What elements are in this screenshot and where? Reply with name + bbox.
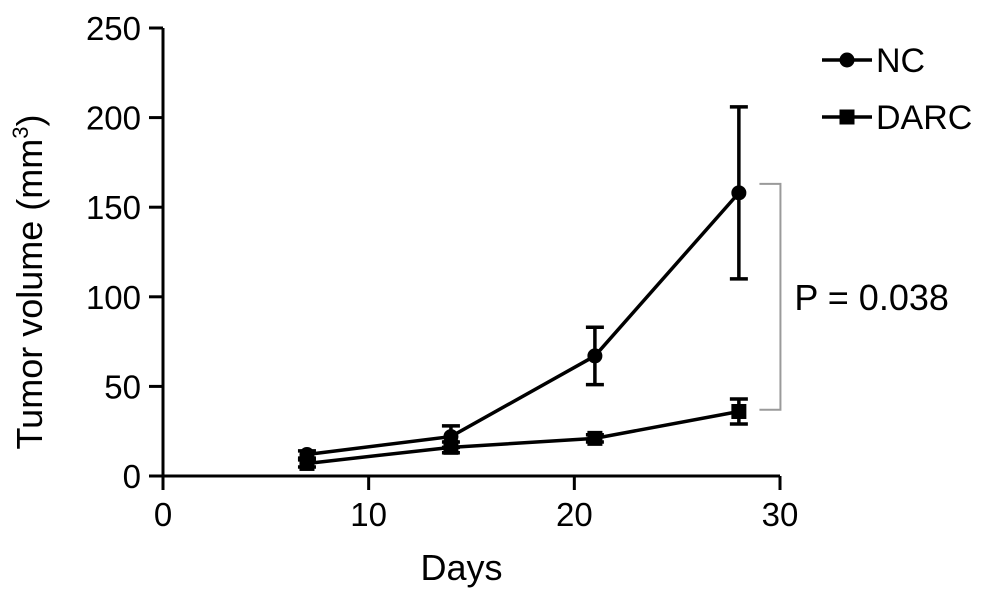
series-line — [306, 191, 741, 457]
legend-marker — [839, 52, 855, 68]
x-tick-label: 10 — [350, 496, 387, 533]
legend-label: DARC — [876, 99, 972, 137]
y-axis-label-close: ) — [9, 115, 50, 127]
legend-label: NC — [876, 42, 925, 80]
significance-bracket — [759, 182, 782, 411]
y-axis-label: Tumor volume (mm3) — [8, 115, 50, 450]
x-tick-label: 0 — [154, 496, 172, 533]
legend-item-darc: DARC — [822, 99, 972, 137]
y-tick-label: 200 — [86, 100, 141, 137]
x-ticks: 0 10 20 30 — [154, 476, 799, 533]
series-nc — [297, 105, 748, 462]
y-tick-label: 50 — [104, 368, 141, 405]
y-axis-label-superscript: 3 — [8, 127, 33, 139]
y-tick-label: 250 — [86, 10, 141, 47]
data-point — [299, 455, 315, 471]
p-value-label: P = 0.038 — [794, 277, 948, 318]
data-point — [443, 439, 459, 455]
x-axis-label: Days — [420, 547, 502, 588]
x-tick-label: 20 — [556, 496, 593, 533]
y-ticks: 0 50 100 150 200 250 — [86, 10, 163, 495]
legend-item-nc: NC — [822, 42, 925, 80]
x-tick-label: 30 — [762, 496, 799, 533]
data-point — [587, 348, 603, 364]
data-point — [731, 185, 747, 201]
legend: NC DARC — [822, 42, 972, 137]
series-darc — [297, 397, 748, 471]
significance-annotation: P = 0.038 — [759, 182, 949, 411]
axes: 0 50 100 150 200 250 0 10 20 30 — [86, 10, 798, 533]
legend-marker — [839, 109, 855, 125]
y-axis-label-main: Tumor volume (mm — [9, 139, 50, 450]
data-point — [587, 430, 603, 446]
y-tick-label: 100 — [86, 279, 141, 316]
series-layer — [297, 105, 748, 471]
data-point — [731, 403, 747, 419]
y-tick-label: 150 — [86, 189, 141, 226]
y-tick-label: 0 — [123, 458, 141, 495]
series-line — [306, 409, 740, 466]
